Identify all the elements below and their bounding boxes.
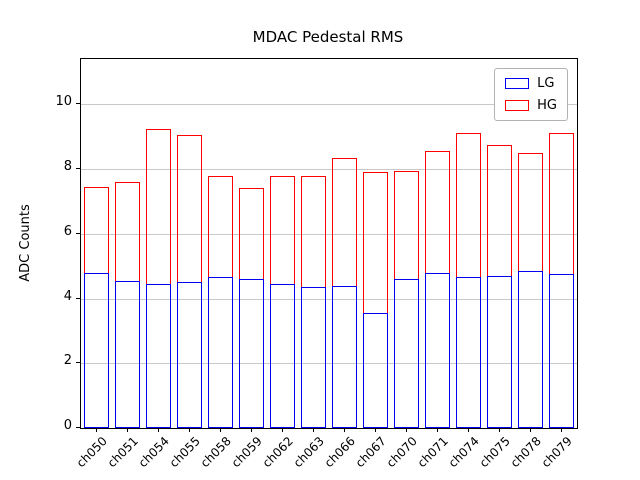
bar-lg-ch078 xyxy=(518,271,543,428)
x-tick-label: ch050 xyxy=(73,434,110,471)
x-tick-label: ch058 xyxy=(197,434,234,471)
chart-title: MDAC Pedestal RMS xyxy=(252,28,404,46)
legend-swatch-hg xyxy=(505,100,530,111)
legend-label-lg: LG xyxy=(537,76,555,91)
y-tick-label: 10 xyxy=(55,94,72,110)
x-tick-label: ch051 xyxy=(104,434,141,471)
x-tick-label: ch074 xyxy=(445,434,482,471)
bar-lg-ch067 xyxy=(363,313,388,428)
bar-lg-ch054 xyxy=(146,283,171,428)
bars-layer xyxy=(81,59,577,428)
y-tick-label: 8 xyxy=(63,159,72,175)
x-tick-label: ch078 xyxy=(507,434,544,471)
y-tick-label: 4 xyxy=(63,288,72,304)
legend-entry-lg: LG xyxy=(505,76,557,91)
x-tick-label: ch055 xyxy=(166,434,203,471)
y-tick-label: 6 xyxy=(63,223,72,239)
x-tick-label: ch054 xyxy=(135,434,172,471)
x-tick-label: ch066 xyxy=(321,434,358,471)
gridlines-layer xyxy=(81,59,577,428)
gridline xyxy=(81,298,577,300)
bar-lg-ch050 xyxy=(84,272,109,428)
legend-label-hg: HG xyxy=(537,98,557,113)
x-tick-label: ch063 xyxy=(290,434,327,471)
x-tick-label: ch071 xyxy=(414,434,451,471)
x-tick-label: ch062 xyxy=(259,434,296,471)
bar-lg-ch055 xyxy=(177,282,202,428)
plot-area: LG HG xyxy=(80,58,578,429)
x-tick-label: ch079 xyxy=(538,434,575,471)
y-axis-label: ADC Counts xyxy=(18,204,33,282)
bar-lg-ch071 xyxy=(425,272,450,428)
gridline xyxy=(81,169,577,171)
legend: LG HG xyxy=(494,68,568,121)
bar-lg-ch066 xyxy=(332,285,357,428)
legend-swatch-lg xyxy=(505,78,530,89)
gridline xyxy=(81,363,577,365)
bar-lg-ch074 xyxy=(456,277,481,428)
y-tick-label: 0 xyxy=(63,418,72,433)
x-tick-label: ch059 xyxy=(228,434,265,471)
bar-lg-ch063 xyxy=(301,287,326,428)
bar-lg-ch062 xyxy=(270,283,295,428)
gridline xyxy=(81,104,577,106)
bar-lg-ch079 xyxy=(549,274,574,428)
y-tick-label: 2 xyxy=(63,353,72,369)
bar-lg-ch070 xyxy=(394,279,419,428)
bar-lg-ch075 xyxy=(487,275,512,428)
gridline xyxy=(81,233,577,235)
x-tick-label: ch075 xyxy=(476,434,513,471)
x-tick-label: ch067 xyxy=(352,434,389,471)
bar-lg-ch051 xyxy=(115,280,140,428)
bar-lg-ch059 xyxy=(239,279,264,428)
legend-entry-hg: HG xyxy=(505,98,557,113)
bar-lg-ch058 xyxy=(208,277,233,428)
x-tick-label: ch070 xyxy=(383,434,420,471)
